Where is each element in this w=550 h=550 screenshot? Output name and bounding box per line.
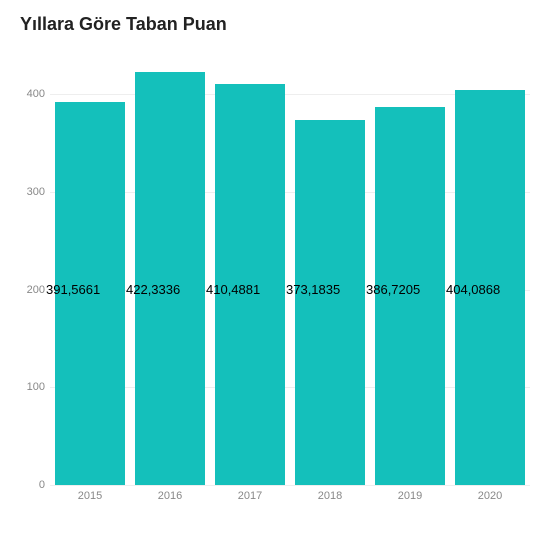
x-tick-label: 2018 — [290, 490, 370, 502]
y-tick-label: 0 — [5, 479, 45, 491]
bar-wrap: 391,5661 — [50, 55, 130, 485]
value-label: 391,5661 — [46, 282, 100, 297]
bar-wrap: 404,0868 — [450, 55, 530, 485]
value-label: 373,1835 — [286, 282, 340, 297]
x-tick-label: 2017 — [210, 490, 290, 502]
value-label: 404,0868 — [446, 282, 500, 297]
bar-wrap: 422,3336 — [130, 55, 210, 485]
bars-container: 391,5661422,3336410,4881373,1835386,7205… — [50, 55, 530, 485]
value-label: 422,3336 — [126, 282, 180, 297]
x-tick-label: 2019 — [370, 490, 450, 502]
x-tick-label: 2020 — [450, 490, 530, 502]
gridline — [50, 485, 530, 486]
value-label: 410,4881 — [206, 282, 260, 297]
x-tick-label: 2015 — [50, 490, 130, 502]
x-axis-ticks: 201520162017201820192020 — [50, 490, 530, 502]
y-tick-label: 300 — [5, 186, 45, 198]
plot-area: 391,5661422,3336410,4881373,1835386,7205… — [50, 55, 530, 485]
bar — [295, 120, 365, 485]
y-tick-label: 200 — [5, 284, 45, 296]
value-label: 386,7205 — [366, 282, 420, 297]
bar-wrap: 386,7205 — [370, 55, 450, 485]
y-tick-label: 400 — [5, 88, 45, 100]
bar-wrap: 410,4881 — [210, 55, 290, 485]
x-tick-label: 2016 — [130, 490, 210, 502]
bar-wrap: 373,1835 — [290, 55, 370, 485]
y-tick-label: 100 — [5, 381, 45, 393]
bar — [135, 72, 205, 485]
chart-title: Yıllara Göre Taban Puan — [20, 14, 227, 35]
